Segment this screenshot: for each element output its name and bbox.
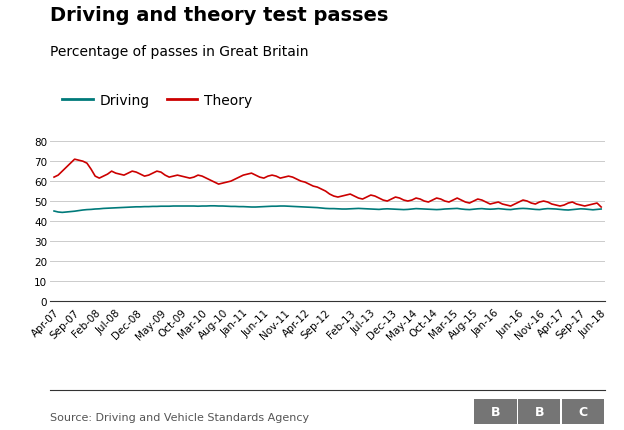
Text: Source: Driving and Vehicle Standards Agency: Source: Driving and Vehicle Standards Ag… [50,412,309,422]
Legend: Driving, Theory: Driving, Theory [57,89,258,114]
Text: C: C [578,405,587,418]
Text: Percentage of passes in Great Britain: Percentage of passes in Great Britain [50,45,308,59]
Text: Driving and theory test passes: Driving and theory test passes [50,6,388,25]
Text: B: B [490,405,500,418]
Text: B: B [534,405,544,418]
